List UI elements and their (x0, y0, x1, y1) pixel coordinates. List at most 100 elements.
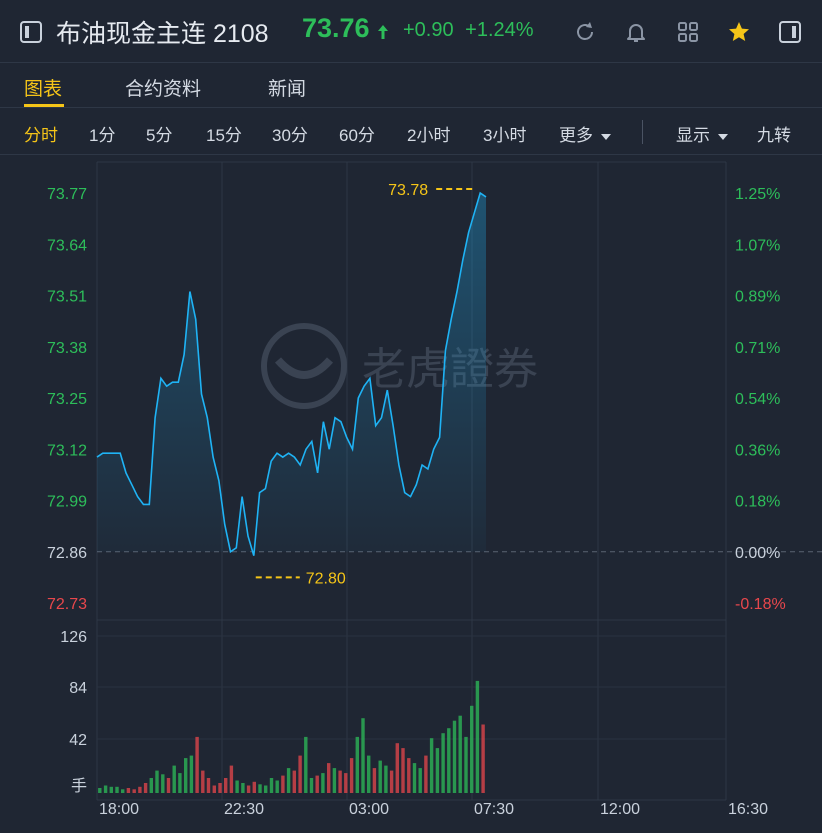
volume-bar (126, 788, 131, 793)
tab-contract-info[interactable]: 合约资料 (125, 79, 202, 100)
volume-bar (132, 789, 136, 793)
tab-chart[interactable]: 图表 (24, 79, 63, 100)
nine-turn-button[interactable]: 九转 (757, 126, 791, 145)
time-tick-label: 22:30 (224, 801, 264, 818)
time-tick-label: 07:30 (474, 801, 514, 818)
volume-bar (412, 763, 417, 793)
volume-bar (178, 773, 182, 793)
volume-bar (344, 773, 348, 793)
volume-bar (149, 778, 153, 793)
volume-bar (229, 765, 234, 793)
volume-bar (332, 768, 337, 793)
volume-bar (464, 736, 468, 793)
watermark-logo-icon (261, 323, 347, 409)
star-icon[interactable] (727, 20, 751, 44)
period-1min[interactable]: 1分 (89, 126, 116, 145)
volume-bar (212, 785, 216, 793)
sidebar-toggle-icon[interactable] (20, 21, 42, 43)
period-2h[interactable]: 2小时 (407, 126, 451, 145)
period-3h[interactable]: 3小时 (483, 126, 527, 145)
volume-bar (452, 720, 457, 793)
volume-bar (189, 755, 194, 793)
volume-bar (264, 785, 268, 793)
high-price-label: 73.78 (388, 182, 428, 199)
volume-bar (470, 705, 474, 793)
volume-bar (246, 785, 251, 793)
price-tick-label: 72.73 (47, 596, 87, 613)
volume-bar (218, 783, 222, 793)
price-area (97, 193, 486, 556)
period-intraday[interactable]: 分时 (24, 126, 58, 145)
percent-tick-label: 0.18% (735, 494, 780, 511)
price-tick-label: 73.12 (47, 442, 87, 459)
volume-bar (138, 786, 142, 793)
panel-icon[interactable] (778, 20, 802, 44)
volume-bar (384, 765, 388, 793)
volume-bars (98, 680, 485, 793)
volume-bar (435, 748, 440, 793)
price-tick-label: 73.25 (47, 391, 87, 408)
volume-bar (338, 770, 342, 793)
volume-bar (121, 789, 125, 793)
volume-bar (241, 783, 245, 793)
periods-divider (0, 154, 822, 155)
percent-tick-label: 0.36% (735, 442, 780, 459)
volume-bar (161, 774, 165, 793)
more-label: 更多 (559, 126, 593, 145)
volume-bar (424, 755, 428, 793)
tab-bar: 图表 合约资料 新闻 (0, 62, 822, 108)
refresh-icon[interactable] (573, 20, 597, 44)
period-30min[interactable]: 30分 (272, 126, 308, 145)
watermark-logo-stripes-icon (274, 357, 334, 379)
percent-tick-label: 1.25% (735, 186, 780, 203)
price-tick-label: 72.99 (47, 494, 87, 511)
price-line (96, 191, 487, 556)
volume-bar (103, 785, 108, 793)
volume-bar (315, 775, 319, 793)
volume-bar (395, 743, 399, 793)
percent-tick-label: 0.89% (735, 289, 780, 306)
volume-bar (98, 788, 102, 793)
volume-bar (349, 758, 354, 793)
up-arrow-icon (378, 25, 388, 39)
volume-bar (407, 758, 411, 793)
more-dropdown[interactable]: 更多 (559, 121, 611, 146)
volume-bar (195, 736, 199, 793)
volume-bar (172, 765, 176, 793)
volume-bar (367, 755, 371, 793)
volume-bar (184, 758, 188, 793)
time-tick-label: 12:00 (600, 801, 640, 818)
volume-bar (447, 728, 451, 793)
time-tick-label: 18:00 (99, 801, 139, 818)
price-tick-label: 73.51 (47, 289, 87, 306)
display-dropdown[interactable]: 显示 (676, 121, 728, 146)
volume-bar (309, 778, 314, 793)
volume-bar (378, 760, 382, 793)
tabs-divider (0, 107, 822, 108)
volume-bar (286, 768, 291, 793)
chevron-down-icon (601, 133, 611, 140)
volume-bar (355, 736, 359, 793)
volume-bar (206, 778, 211, 793)
axis-labels: 73.77 73.64 73.51 73.38 73.25 73.12 72.99 72.86… (47, 186, 786, 818)
period-5min[interactable]: 5分 (146, 126, 173, 145)
percent-tick-label: 0.54% (735, 391, 780, 408)
period-60min[interactable]: 60分 (339, 126, 375, 145)
bell-icon[interactable] (624, 20, 648, 44)
volume-bar (143, 783, 148, 793)
volume-bar (372, 768, 377, 793)
volume-bar (389, 770, 394, 793)
volume-tick-label: 126 (60, 629, 87, 646)
last-price: 73.76 (302, 13, 370, 43)
price-tick-label: 73.38 (47, 340, 87, 357)
percent-tick-label: 0.71% (735, 340, 780, 357)
period-15min[interactable]: 15分 (206, 126, 242, 145)
volume-bar (304, 736, 308, 793)
tab-news[interactable]: 新闻 (268, 79, 307, 100)
volume-bar (258, 784, 262, 793)
volume-bar (224, 778, 228, 793)
percent-tick-label: 0.00% (735, 545, 780, 562)
intraday-chart[interactable]: 老虎證券 73.77 73.64 73.51 73.38 73.25 73.12 72.99… (0, 154, 822, 833)
volume-bar (166, 778, 171, 793)
grid-icon[interactable] (676, 20, 700, 44)
